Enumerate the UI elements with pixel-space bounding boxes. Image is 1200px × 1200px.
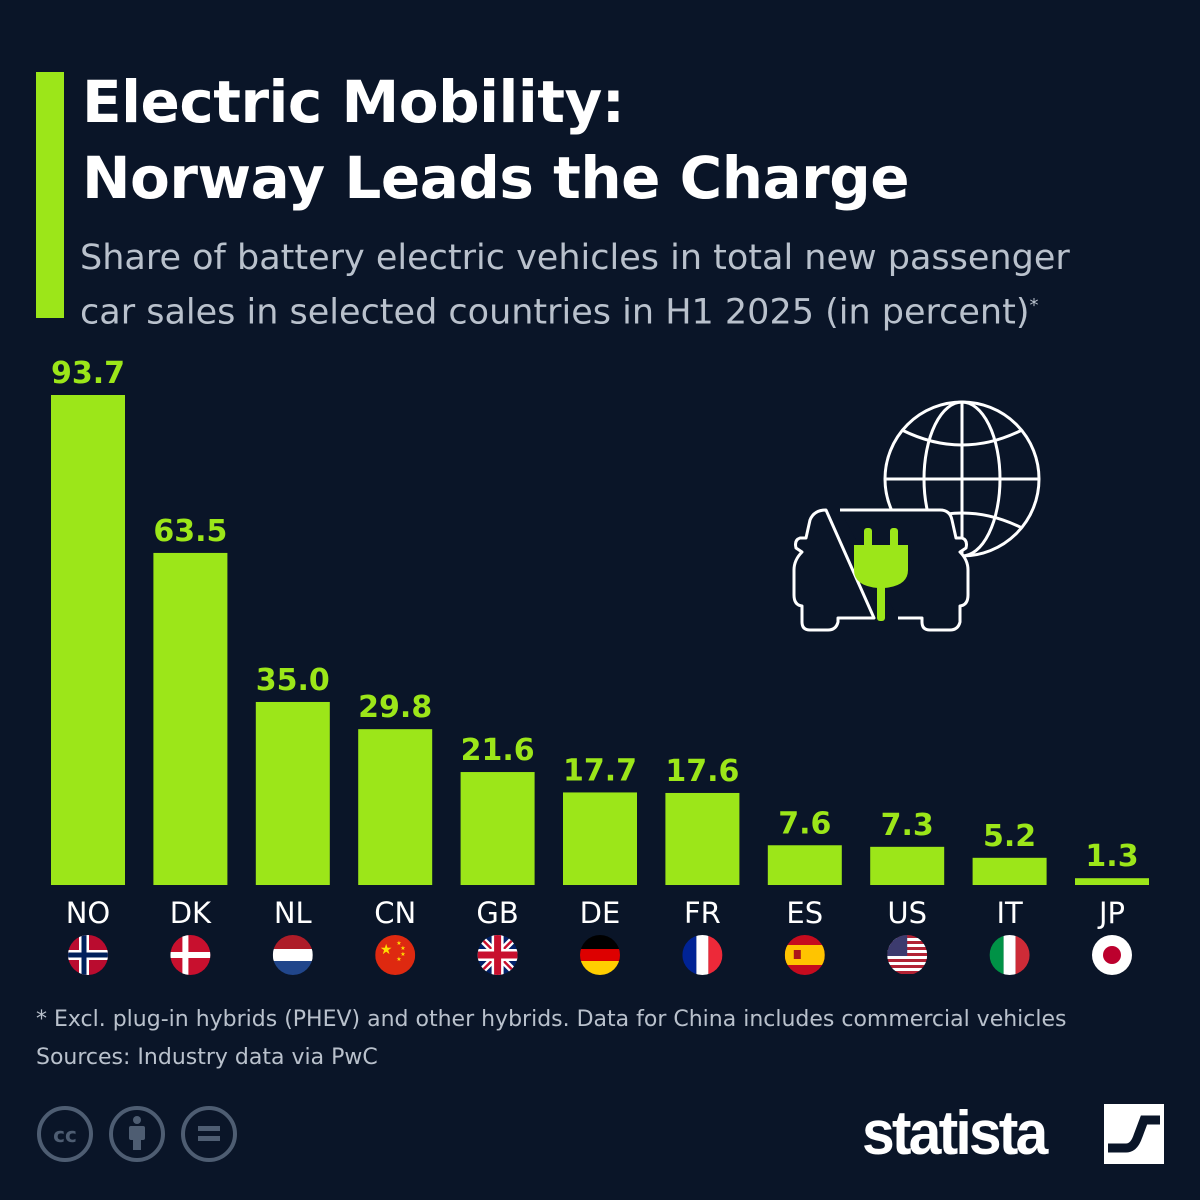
flag-us-icon [887, 935, 928, 974]
bar-it [972, 857, 1047, 885]
bar-no [51, 395, 125, 885]
license-icons[interactable]: cc [36, 1106, 246, 1162]
data-label: 29.8 [358, 690, 432, 725]
data-label: 63.5 [153, 514, 227, 549]
flag-dk-icon [170, 935, 211, 975]
data-label: 35.0 [256, 663, 330, 698]
data-label: 21.6 [461, 733, 535, 768]
statista-logo[interactable]: statista [862, 1099, 1048, 1168]
category-label: US [887, 896, 927, 930]
sources: Sources: Industry data via PwC [36, 1045, 378, 1070]
attribution-icon [109, 1106, 165, 1162]
footnote-mark: * [1029, 295, 1039, 316]
bar-gb [460, 772, 535, 885]
statista-logo-mark [1104, 1104, 1164, 1164]
category-label: CN [374, 896, 416, 930]
no-derivatives-icon [181, 1106, 237, 1162]
subtitle-line-1: Share of battery electric vehicles in to… [80, 238, 1070, 278]
bar-de [563, 792, 637, 885]
footnote-block: * Excl. plug-in hybrids (PHEV) and other… [36, 1001, 1067, 1077]
svg-text:★: ★ [400, 951, 405, 958]
data-label: 5.2 [983, 819, 1036, 854]
svg-text:★: ★ [400, 945, 405, 952]
data-label: 7.6 [778, 806, 831, 841]
category-label: DE [580, 896, 621, 930]
bar-jp [1075, 878, 1149, 885]
title-line-1: Electric Mobility: [82, 68, 625, 136]
category-label: IT [996, 896, 1023, 930]
title-line-2: Norway Leads the Charge [82, 144, 910, 212]
data-label: 7.3 [881, 808, 934, 843]
data-label: 93.7 [51, 356, 125, 391]
bar-cn [358, 729, 433, 885]
flag-no-icon [68, 935, 108, 975]
page-title: Electric Mobility: Norway Leads the Char… [82, 64, 910, 216]
flag-de-icon [580, 935, 620, 975]
category-label: FR [684, 896, 721, 930]
category-label: DK [170, 896, 212, 930]
flag-it-icon [989, 935, 1030, 975]
data-label: 17.7 [563, 753, 637, 788]
data-label: 17.6 [665, 754, 739, 789]
flag-jp-icon [1092, 935, 1132, 975]
data-label: 1.3 [1085, 839, 1138, 874]
bar-us [870, 846, 945, 885]
svg-text:★: ★ [396, 956, 401, 963]
plug-icon [854, 528, 908, 621]
flag-nl-icon [272, 935, 313, 975]
flag-es-icon [784, 935, 825, 975]
svg-text:★: ★ [380, 942, 393, 958]
category-label: NL [274, 896, 312, 930]
svg-text:cc: cc [53, 1123, 77, 1147]
bar-dk [153, 552, 228, 885]
category-label: JP [1097, 896, 1125, 930]
footnote: * Excl. plug-in hybrids (PHEV) and other… [36, 1007, 1067, 1032]
flag-cn-icon: ★ ★★★★ [375, 935, 416, 975]
creative-commons-icon [37, 1106, 93, 1162]
bar-fr [665, 792, 740, 885]
subtitle-line-2: car sales in selected countries in H1 20… [80, 292, 1030, 333]
bar-es [767, 845, 842, 885]
accent-bar [36, 72, 64, 318]
subtitle: Share of battery electric vehicles in to… [80, 234, 1070, 337]
category-label: NO [66, 896, 111, 930]
category-label: GB [476, 896, 518, 930]
category-label: ES [786, 896, 823, 930]
flag-fr-icon [682, 935, 723, 975]
flag-gb-icon [477, 935, 518, 975]
car-plug-globe-illustration [792, 400, 1041, 632]
bar-nl [255, 701, 330, 885]
svg-text:★: ★ [396, 940, 401, 947]
